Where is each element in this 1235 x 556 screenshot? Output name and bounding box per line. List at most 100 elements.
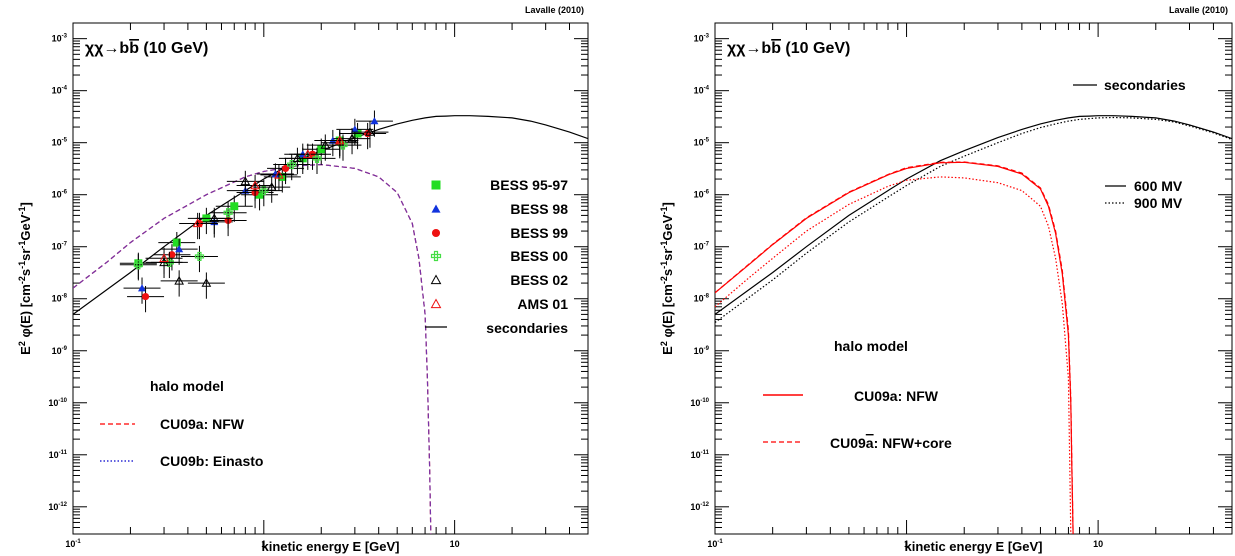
- x-axis-title: kinetic energy E [GeV]: [905, 539, 1043, 554]
- text-part: -5: [62, 138, 68, 144]
- axis-ticks: [72, 22, 589, 535]
- text-part: 10: [65, 539, 75, 549]
- curve-cu09a-nfw-core-600-mv: [715, 161, 1074, 534]
- text-part: -11: [701, 450, 710, 456]
- point-bess-00: [245, 179, 283, 207]
- text-part: 10: [694, 34, 704, 44]
- point-ams-01: [145, 247, 183, 274]
- text-part: b: [129, 40, 139, 57]
- text-part: (10 GeV): [781, 40, 850, 57]
- text-part: 10: [52, 190, 62, 200]
- plot-frame: [714, 22, 1233, 535]
- plot-frame: [72, 22, 589, 535]
- marker-triangle: [138, 284, 147, 292]
- x-tick-label: 10: [450, 539, 460, 549]
- text-part: : NFW+core: [874, 435, 952, 451]
- y-tick-label: 10-9: [694, 346, 710, 356]
- text-part: -1: [659, 207, 669, 215]
- curve-secondaries-900-mv: [715, 116, 1232, 323]
- y-tick-label: 10-7: [694, 242, 710, 252]
- point-bess-02: [351, 121, 389, 148]
- point-ams-01: [236, 174, 274, 202]
- text-part: -9: [62, 346, 68, 352]
- text-part: 10: [52, 34, 62, 44]
- point-ams-01: [260, 164, 298, 191]
- text-part: s: [18, 269, 33, 276]
- point-ams-01: [179, 212, 217, 240]
- text-part: 10: [690, 502, 700, 512]
- marker-square: [431, 180, 441, 190]
- text-part: -4: [704, 86, 710, 92]
- marker-cross: [194, 251, 205, 262]
- data-legend: BESS 95-97 BESS 98 BESS 99 BESS 00 BESS 02 AM…: [425, 177, 568, 336]
- y-tick-label: 10-8: [52, 294, 68, 304]
- x-tick-label: 1: [261, 539, 266, 549]
- marker-square: [172, 238, 181, 247]
- legend-label-secondaries: secondaries: [486, 320, 568, 336]
- curves: [715, 115, 1232, 534]
- text-part: -1: [659, 241, 669, 249]
- text-part: -10: [58, 398, 67, 404]
- point-bess-95-97: [263, 166, 301, 193]
- marker-open-triangle: [201, 278, 212, 287]
- legend-label-1: BESS 98: [510, 201, 568, 217]
- marker-circle: [431, 228, 441, 238]
- point-bess-02: [195, 207, 233, 235]
- axis-ticks: [714, 22, 1233, 535]
- channel-label: χχ→bb (10 GeV): [85, 40, 208, 57]
- point-bess-02: [253, 176, 291, 203]
- left-panel: Lavalle (2010)10-1 1 1010-1210-1110-1010-9…: [17, 5, 589, 554]
- text-part: 10: [694, 138, 704, 148]
- text-part: -6: [704, 190, 710, 196]
- x-axis-title: kinetic energy E [GeV]: [262, 539, 400, 554]
- x-tick-label: 1: [904, 539, 909, 549]
- halo-legend-label-1: CU09a: NFW+core: [830, 435, 952, 451]
- y-tick-label: 10-11: [49, 450, 68, 460]
- text-part: -1: [717, 539, 723, 545]
- curve-secondaries-600-mv: [715, 115, 1232, 315]
- marker-open-triangle: [320, 140, 331, 149]
- text-part: ]: [18, 202, 33, 206]
- text-part: 10: [52, 138, 62, 148]
- curve-cu09a-nfw-900-mv: [715, 176, 1072, 534]
- right-panel: Lavalle (2010)10-1 1 1010-1210-1110-1010-9…: [659, 5, 1233, 554]
- credit-label: Lavalle (2010): [1169, 5, 1228, 15]
- text-part: 10: [690, 398, 700, 408]
- text-part: -6: [62, 190, 68, 196]
- text-part: a: [866, 435, 874, 451]
- text-part: 10: [694, 294, 704, 304]
- point-bess-00: [119, 254, 157, 281]
- text-part: -7: [704, 242, 710, 248]
- point-bess-99: [127, 285, 165, 313]
- legend-label-3: BESS 00: [510, 248, 568, 264]
- y-tick-label: 10-11: [691, 450, 710, 460]
- x-tick-label: 10-1: [707, 539, 723, 549]
- text-part: χχ→b: [85, 40, 129, 57]
- point-bess-02: [187, 272, 225, 299]
- text-part: 10: [52, 346, 62, 356]
- point-bess-02: [306, 134, 344, 161]
- text-part: GeV: [660, 214, 675, 240]
- marker-open-triangle: [302, 149, 313, 158]
- marker-open-triangle: [347, 133, 357, 143]
- point-bess-98: [123, 277, 161, 304]
- y-axis-title: E2 φ(E) [cm-2s-1sr-1GeV-1]: [659, 202, 675, 355]
- text-part: 10: [694, 346, 704, 356]
- text-part: b: [771, 40, 781, 57]
- text-part: -8: [62, 294, 68, 300]
- marker-square: [317, 145, 326, 154]
- text-part: 10: [52, 242, 62, 252]
- curves: [73, 115, 588, 534]
- y-tick-label: 10-5: [52, 138, 68, 148]
- text-part: 2: [659, 341, 669, 346]
- y-tick-label: 10-7: [52, 242, 68, 252]
- halo-legend-label-1: CU09b: Einasto: [160, 453, 263, 469]
- marker-open-triangle: [266, 182, 277, 191]
- marker-cross: [287, 159, 297, 170]
- text-part: -1: [17, 207, 27, 215]
- x-tick-label: 10: [1093, 539, 1103, 549]
- marker-cross: [430, 250, 442, 262]
- text-part: E: [18, 346, 33, 355]
- text-part: -4: [62, 86, 68, 92]
- text-part: χχ→b: [727, 40, 771, 57]
